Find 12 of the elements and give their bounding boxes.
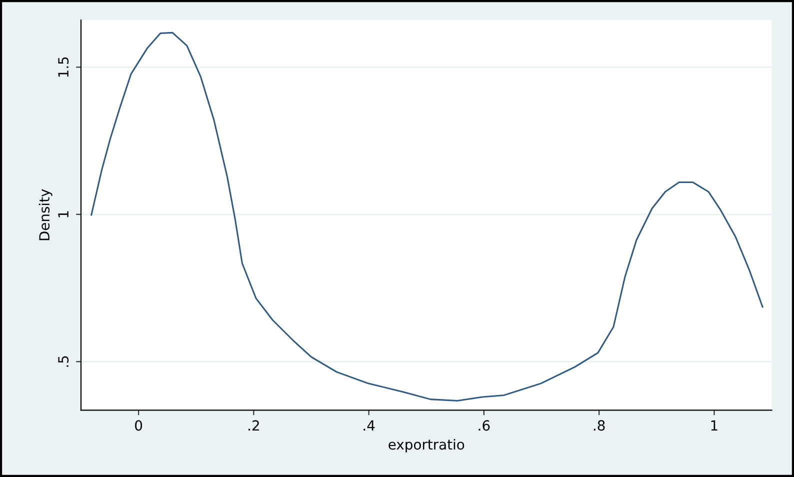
x-tick-label: 1	[711, 420, 718, 430]
y-tick-label: 1.5	[58, 57, 69, 77]
x-tick-label: 0	[135, 420, 142, 431]
x-tick-label: .8	[594, 420, 605, 431]
x-axis-title: exportratio	[388, 438, 464, 452]
x-tick-label: .6	[478, 420, 490, 431]
y-tick-label: 1	[58, 211, 68, 218]
x-tick-label: .4	[364, 420, 375, 430]
x-tick-label: .2	[248, 420, 259, 430]
y-tick-label: .5	[58, 356, 69, 367]
line-series	[90, 32, 764, 402]
y-axis-title: Density	[38, 189, 52, 240]
